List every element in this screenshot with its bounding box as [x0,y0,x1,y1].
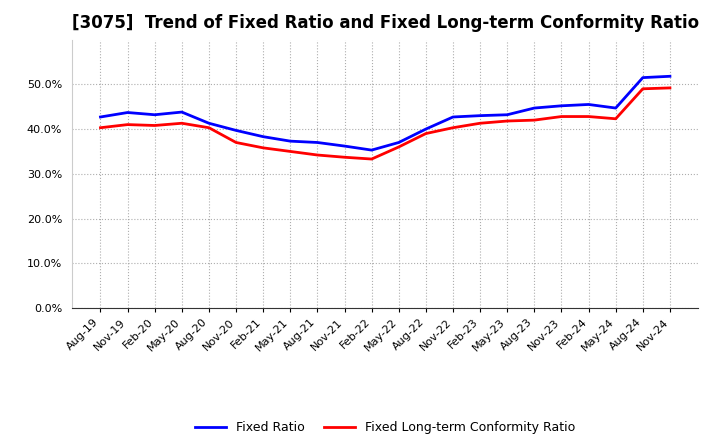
Fixed Long-term Conformity Ratio [584,114,593,119]
Fixed Ratio [96,114,105,120]
Fixed Ratio [150,112,159,117]
Fixed Ratio [395,140,403,145]
Fixed Long-term Conformity Ratio [476,121,485,126]
Fixed Ratio [639,75,647,80]
Fixed Long-term Conformity Ratio [341,154,349,160]
Fixed Long-term Conformity Ratio [232,140,240,145]
Fixed Long-term Conformity Ratio [178,121,186,126]
Fixed Ratio [665,73,674,79]
Fixed Ratio [557,103,566,108]
Fixed Ratio [232,128,240,133]
Fixed Ratio [530,106,539,111]
Fixed Ratio [204,121,213,126]
Legend: Fixed Ratio, Fixed Long-term Conformity Ratio: Fixed Ratio, Fixed Long-term Conformity … [190,416,580,439]
Fixed Long-term Conformity Ratio [421,131,430,136]
Fixed Long-term Conformity Ratio [665,85,674,91]
Fixed Long-term Conformity Ratio [449,125,457,130]
Fixed Ratio [178,110,186,115]
Fixed Ratio [286,139,294,144]
Line: Fixed Long-term Conformity Ratio: Fixed Long-term Conformity Ratio [101,88,670,159]
Fixed Ratio [259,134,268,139]
Fixed Long-term Conformity Ratio [367,156,376,161]
Fixed Long-term Conformity Ratio [286,149,294,154]
Fixed Ratio [367,147,376,153]
Fixed Ratio [449,114,457,120]
Fixed Long-term Conformity Ratio [204,125,213,130]
Fixed Long-term Conformity Ratio [503,118,511,124]
Fixed Long-term Conformity Ratio [530,117,539,123]
Fixed Ratio [503,112,511,117]
Fixed Long-term Conformity Ratio [395,144,403,150]
Fixed Ratio [123,110,132,115]
Fixed Long-term Conformity Ratio [259,145,268,150]
Fixed Ratio [421,126,430,132]
Fixed Long-term Conformity Ratio [150,123,159,128]
Fixed Ratio [313,140,322,145]
Fixed Long-term Conformity Ratio [123,122,132,127]
Title: [3075]  Trend of Fixed Ratio and Fixed Long-term Conformity Ratio: [3075] Trend of Fixed Ratio and Fixed Lo… [71,15,699,33]
Fixed Long-term Conformity Ratio [313,152,322,158]
Fixed Ratio [611,106,620,111]
Fixed Long-term Conformity Ratio [557,114,566,119]
Fixed Long-term Conformity Ratio [96,125,105,130]
Fixed Ratio [584,102,593,107]
Fixed Ratio [341,143,349,149]
Fixed Long-term Conformity Ratio [611,116,620,121]
Fixed Ratio [476,113,485,118]
Line: Fixed Ratio: Fixed Ratio [101,76,670,150]
Fixed Long-term Conformity Ratio [639,86,647,92]
